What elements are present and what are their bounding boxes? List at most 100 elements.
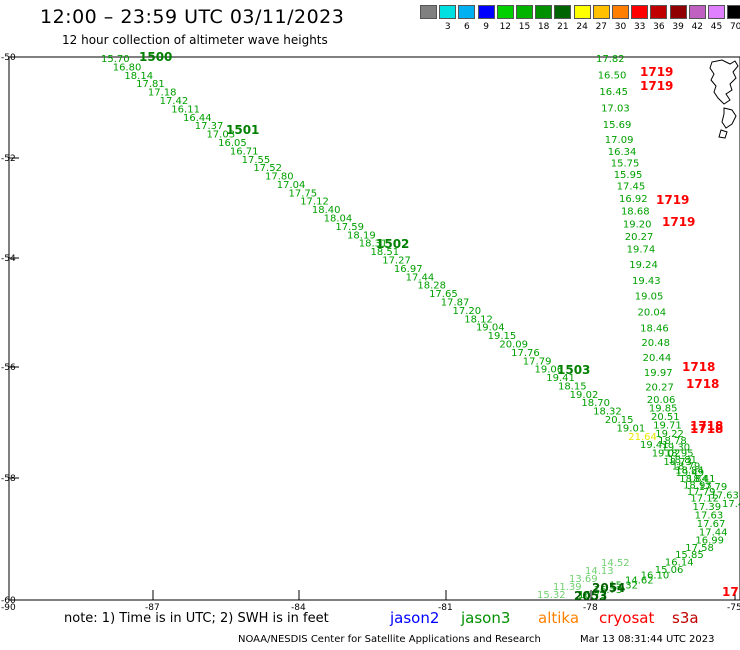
island-outline <box>709 59 739 105</box>
swh-value: 17.63 <box>695 510 724 521</box>
swh-value: 18.79 <box>672 461 701 472</box>
lon-label: -75 <box>727 603 740 613</box>
swh-value: 19.01 <box>617 423 646 434</box>
legend-label: 18 <box>537 22 550 32</box>
pass-time: 1718 <box>690 419 723 433</box>
swh-value: 17.67 <box>697 519 726 530</box>
satellite-jason3: jason3 <box>461 609 511 627</box>
satellite-jason2: jason2 <box>390 609 440 627</box>
pass-time: 2053 <box>574 589 607 603</box>
swh-value: 17.20 <box>453 306 482 317</box>
pass-time: 1500 <box>139 50 172 64</box>
swh-value: 15.75 <box>611 158 640 169</box>
swh-value: 16.11 <box>171 104 200 115</box>
swh-value: 20.27 <box>625 232 654 243</box>
swh-value: 17.65 <box>429 289 458 300</box>
legend-label: 9 <box>483 22 489 32</box>
legend-label: 6 <box>464 22 470 32</box>
swh-value: 18.70 <box>581 398 610 409</box>
swh-value: 17.44 <box>699 527 728 538</box>
swh-value: 15.32 <box>537 590 566 601</box>
swh-value: 19.43 <box>632 276 661 287</box>
swh-value: 16.05 <box>218 138 247 149</box>
legend-label: 42 <box>691 22 704 32</box>
legend-swatch <box>612 5 629 19</box>
graticule: -50 -52 -54 -56 -58 -60-90 -87 -84 -81 -78 -75 <box>1 53 740 613</box>
swh-value: 16.14 <box>665 558 694 569</box>
swh-value: 18.84 <box>675 465 704 476</box>
legend-swatch <box>554 5 572 19</box>
legend-label: 3 <box>444 22 451 32</box>
legend-swatch <box>708 5 725 19</box>
map-frame <box>8 56 740 601</box>
coastline <box>709 59 739 139</box>
swh-value: 17.44 <box>722 499 740 510</box>
swh-value: 17.79 <box>699 482 728 493</box>
pass-time: 1719 <box>640 65 673 79</box>
swh-value: 15.85 <box>675 550 704 561</box>
swh-value: 19.41 <box>640 440 669 451</box>
swh-value: 17.79 <box>687 487 716 498</box>
legend-swatch <box>650 5 668 19</box>
legend-label: 27 <box>595 22 608 32</box>
lat-label: -50 <box>1 53 16 63</box>
legend-label: 15 <box>518 22 531 32</box>
legend-swatch <box>573 5 591 19</box>
swh-value: 19.24 <box>629 260 658 271</box>
lon-label: -90 <box>1 603 16 613</box>
swh-value: 17.37 <box>195 121 224 132</box>
swh-value: 20.48 <box>641 338 670 349</box>
swh-value: 18.04 <box>324 214 353 225</box>
swh-value: 16.71 <box>230 146 259 157</box>
pass-time: 1501 <box>226 123 259 137</box>
swh-value: 19.05 <box>635 292 664 303</box>
swh-value: 18.78 <box>658 436 687 447</box>
swh-value: 16.80 <box>113 62 142 73</box>
pass-time: 1719 <box>656 193 689 207</box>
swh-value: 19.49 <box>675 468 704 479</box>
swh-value: 19.04 <box>476 323 505 334</box>
swh-value: 20.44 <box>643 353 672 364</box>
legend-swatch <box>458 5 476 19</box>
legend-label: 39 <box>672 22 684 32</box>
swh-value: 16.34 <box>608 147 637 158</box>
swh-value: 17.79 <box>523 356 552 367</box>
swh-value: 16.73 <box>594 585 623 596</box>
legend-label: 21 <box>557 22 569 32</box>
swh-value: 17.18 <box>148 88 177 99</box>
swh-value: 17.27 <box>382 256 411 267</box>
swh-value: 17.55 <box>242 155 271 166</box>
legend-label: 70 <box>729 22 740 32</box>
swh-value: 11.39 <box>553 582 582 593</box>
swh-value: 15.32 <box>609 580 638 591</box>
legend-swatch <box>688 5 706 19</box>
swh-value: 17.09 <box>605 135 634 146</box>
swh-value: 20.51 <box>651 412 680 423</box>
swh-value: 18.51 <box>370 247 399 258</box>
legend-swatch <box>535 5 553 19</box>
swh-value: 18.81 <box>668 455 697 466</box>
legend-swatch <box>420 5 437 19</box>
swh-value: 18.28 <box>417 281 446 292</box>
swh-value: 18.40 <box>312 205 341 216</box>
pass-time: 1718 <box>686 377 719 391</box>
pass-time: 1719 <box>640 79 673 93</box>
satellite-cryosat: cryosat <box>599 609 655 627</box>
pass-time: 17 <box>722 585 739 599</box>
swh-value: 20.09 <box>499 339 528 350</box>
swh-value: 18.41 <box>687 474 716 485</box>
swh-value: 17.03 <box>206 130 235 141</box>
swh-value: 17.58 <box>685 543 714 554</box>
lat-label: -52 <box>1 154 16 164</box>
swh-value: 15.70 <box>101 54 130 65</box>
swh-value: 15.95 <box>614 170 643 181</box>
map-title: 12:00 – 23:59 UTC 03/11/2023 <box>40 6 345 28</box>
swh-value: 17.75 <box>288 188 317 199</box>
swh-value: 17.04 <box>277 180 306 191</box>
swh-value: 19.97 <box>644 368 673 379</box>
swh-value: 19.85 <box>649 404 678 415</box>
swh-value: 19.71 <box>653 420 682 431</box>
lon-label: -81 <box>438 603 453 613</box>
swh-value: 18.19 <box>347 230 376 241</box>
swh-value: 17.03 <box>601 104 630 115</box>
